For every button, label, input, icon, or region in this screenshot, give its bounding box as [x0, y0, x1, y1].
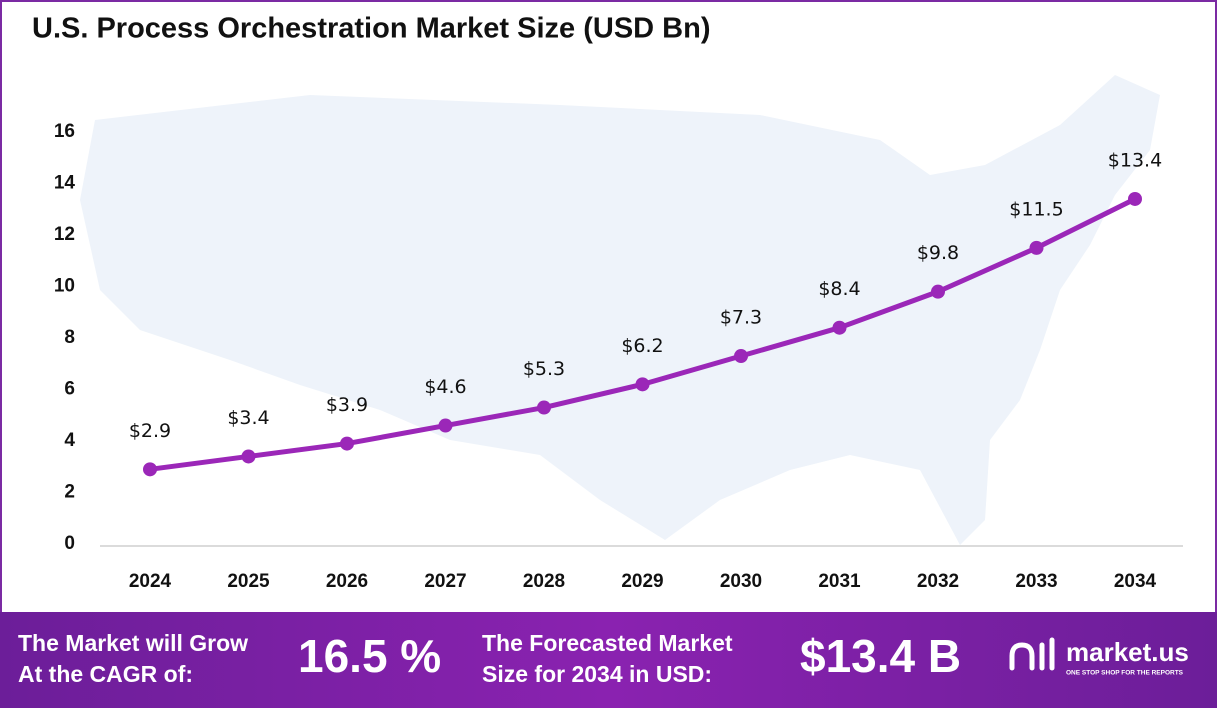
cagr-value: 16.5 %	[298, 630, 441, 682]
x-tick-label: 2029	[621, 571, 663, 592]
y-tick-label: 16	[54, 121, 75, 142]
x-tick-label: 2033	[1015, 571, 1057, 592]
tagline: ONE STOP SHOP FOR THE REPORTS	[1066, 670, 1184, 677]
cagr-text: The Market will Grow	[18, 630, 248, 656]
brand-logo	[1009, 637, 1055, 671]
brand: market.us	[1066, 637, 1189, 667]
x-tick-label: 2025	[227, 571, 270, 592]
x-tick-label: 2030	[720, 571, 762, 592]
x-tick-label: 2031	[818, 571, 861, 592]
point	[340, 436, 354, 451]
point	[438, 418, 453, 433]
x-tick-label: 2028	[523, 571, 565, 592]
y-tick-label: 2	[64, 482, 75, 503]
forecast-value: $13.4 B	[800, 630, 961, 682]
x-tick-label: 2026	[326, 571, 368, 592]
data-label: $2.9	[129, 420, 171, 442]
y-tick-label: 4	[64, 430, 75, 451]
point	[143, 462, 157, 477]
data-label: $7.3	[720, 307, 762, 329]
data-label: $8.4	[818, 278, 860, 300]
data-label: $3.4	[227, 407, 269, 429]
x-tick-label: 2024	[129, 571, 172, 592]
y-tick-label: 14	[54, 173, 76, 194]
chart-title: U.S. Process Orchestration Market Size (…	[32, 13, 710, 45]
data-label: $5.3	[523, 358, 565, 380]
x-tick-label: 2034	[1114, 571, 1157, 592]
map-background	[80, 75, 1160, 545]
point	[537, 400, 551, 415]
y-tick-label: 0	[64, 533, 75, 554]
point	[1128, 191, 1142, 206]
x-tick-label: 2027	[424, 571, 466, 592]
forecast-text: The Forecasted Market	[482, 630, 733, 656]
y-tick-label: 12	[54, 224, 75, 245]
point	[635, 377, 650, 392]
point	[241, 449, 256, 464]
y-tick-label: 8	[64, 327, 75, 348]
data-label: $3.9	[326, 394, 368, 416]
point	[734, 349, 748, 364]
data-label: $6.2	[621, 335, 663, 357]
x-tick-label: 2032	[917, 571, 959, 592]
point	[931, 284, 945, 299]
data-label: $13.4	[1108, 149, 1162, 171]
y-tick-label: 6	[64, 379, 75, 400]
forecast-text: Size for 2034 in USD:	[482, 661, 712, 687]
data-label: $4.6	[424, 376, 466, 398]
point	[832, 320, 847, 335]
point	[1029, 240, 1044, 255]
data-label: $11.5	[1009, 198, 1063, 220]
cagr-text: At the CAGR of:	[18, 661, 193, 687]
data-label: $9.8	[917, 242, 959, 264]
y-tick-label: 10	[54, 276, 75, 297]
